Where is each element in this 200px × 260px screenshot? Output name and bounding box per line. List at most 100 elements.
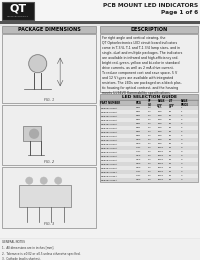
Bar bbox=[100, 106, 198, 110]
Text: 25: 25 bbox=[169, 115, 172, 116]
Bar bbox=[100, 126, 198, 130]
Text: 25: 25 bbox=[169, 107, 172, 108]
Text: 3: 3 bbox=[181, 147, 182, 148]
Text: PCB MOUNT LED INDICATORS
Page 1 of 6: PCB MOUNT LED INDICATORS Page 1 of 6 bbox=[103, 3, 198, 15]
Bar bbox=[100, 154, 198, 158]
Text: 2: 2 bbox=[181, 132, 182, 133]
Text: MV5161.MP4A: MV5161.MP4A bbox=[101, 147, 118, 149]
Bar bbox=[2, 26, 96, 33]
Bar bbox=[0, 0, 200, 22]
Bar bbox=[100, 170, 198, 174]
Text: 2.1: 2.1 bbox=[148, 155, 151, 157]
Text: 50: 50 bbox=[169, 167, 172, 168]
Text: LIT
QTY: LIT QTY bbox=[169, 99, 175, 107]
Text: YEL: YEL bbox=[136, 152, 140, 153]
Text: BULK
PRICE: BULK PRICE bbox=[181, 99, 189, 107]
Bar bbox=[2, 2, 34, 20]
Text: MV5061.MP3A: MV5061.MP3A bbox=[101, 107, 118, 109]
Bar bbox=[0, 21, 200, 23]
Bar bbox=[100, 146, 198, 150]
Text: FIG. 2: FIG. 2 bbox=[44, 160, 54, 164]
Bar bbox=[100, 162, 198, 166]
Text: 25: 25 bbox=[169, 124, 172, 125]
Text: 4: 4 bbox=[181, 179, 182, 180]
Bar bbox=[100, 178, 198, 182]
Text: 4: 4 bbox=[181, 167, 182, 168]
Text: RED: RED bbox=[136, 115, 141, 116]
Bar bbox=[100, 34, 198, 92]
Text: 2: 2 bbox=[181, 135, 182, 136]
Text: 50: 50 bbox=[169, 179, 172, 180]
Bar bbox=[2, 34, 96, 103]
Text: MV5464.MP4A: MV5464.MP4A bbox=[101, 144, 118, 145]
Text: BULK
QTY: BULK QTY bbox=[157, 99, 165, 107]
Text: 3: 3 bbox=[181, 152, 182, 153]
Text: MV5361.MP5A: MV5361.MP5A bbox=[101, 179, 118, 181]
Bar bbox=[100, 138, 198, 142]
Bar bbox=[100, 130, 198, 134]
Text: 50: 50 bbox=[169, 159, 172, 160]
Text: PKG: PKG bbox=[136, 101, 142, 105]
Text: 50: 50 bbox=[169, 164, 172, 165]
Text: 4: 4 bbox=[181, 164, 182, 165]
Text: 2.1: 2.1 bbox=[148, 127, 151, 128]
Text: 2.1: 2.1 bbox=[148, 107, 151, 108]
Bar bbox=[100, 94, 198, 100]
Text: GRN: GRN bbox=[136, 164, 141, 165]
Text: MV5364.MP4A: MV5364.MP4A bbox=[101, 135, 118, 136]
Bar bbox=[100, 150, 198, 154]
Text: PACKAGE DIMENSIONS: PACKAGE DIMENSIONS bbox=[18, 27, 80, 32]
Text: RED: RED bbox=[136, 132, 141, 133]
Text: 50: 50 bbox=[169, 176, 172, 177]
Text: MV5264.MP5A: MV5264.MP5A bbox=[101, 176, 118, 177]
Bar bbox=[0, 26, 200, 238]
Text: 500: 500 bbox=[157, 115, 162, 116]
Text: FIG. 3: FIG. 3 bbox=[44, 222, 54, 226]
Bar bbox=[2, 167, 96, 228]
Text: 500: 500 bbox=[157, 124, 162, 125]
Text: RED: RED bbox=[136, 135, 141, 136]
Text: 2: 2 bbox=[181, 127, 182, 128]
Text: 50: 50 bbox=[169, 152, 172, 153]
Text: MV5064.MP3A: MV5064.MP3A bbox=[101, 111, 118, 113]
Text: MV5164.MP4A: MV5164.MP4A bbox=[101, 151, 118, 153]
Text: 500: 500 bbox=[157, 144, 162, 145]
Text: 1000: 1000 bbox=[157, 152, 163, 153]
Text: 2.1: 2.1 bbox=[148, 167, 151, 168]
Text: MV5464.MP4A: MV5464.MP4A bbox=[101, 127, 118, 129]
Text: MV5461.MP4A: MV5461.MP4A bbox=[101, 124, 118, 125]
Text: RED: RED bbox=[136, 107, 141, 108]
Text: 500: 500 bbox=[157, 107, 162, 108]
Text: GRN: GRN bbox=[136, 179, 141, 180]
Text: For right angle and vertical viewing, the
QT Optoelectronics LED circuit board i: For right angle and vertical viewing, th… bbox=[102, 36, 182, 95]
Bar bbox=[100, 122, 198, 126]
Text: 1: 1 bbox=[181, 112, 182, 113]
Text: 2.1: 2.1 bbox=[148, 179, 151, 180]
Text: LED SELECTION GUIDE: LED SELECTION GUIDE bbox=[122, 95, 177, 99]
Text: 2.1: 2.1 bbox=[148, 112, 151, 113]
Text: QT: QT bbox=[9, 4, 27, 14]
Circle shape bbox=[26, 177, 33, 184]
Text: 50: 50 bbox=[169, 155, 172, 157]
Text: 2: 2 bbox=[181, 115, 182, 116]
Text: 1000: 1000 bbox=[157, 164, 163, 165]
Text: 2.1: 2.1 bbox=[148, 135, 151, 136]
Text: 2.1: 2.1 bbox=[148, 115, 151, 116]
Text: 3: 3 bbox=[181, 159, 182, 160]
Text: 1000: 1000 bbox=[157, 176, 163, 177]
Text: YEL: YEL bbox=[136, 176, 140, 177]
Text: 1000: 1000 bbox=[157, 159, 163, 160]
Text: FIG. 1: FIG. 1 bbox=[44, 98, 54, 101]
Text: 500: 500 bbox=[157, 135, 162, 136]
Bar bbox=[100, 26, 198, 33]
Text: PART NUMBER: PART NUMBER bbox=[101, 101, 121, 105]
Bar bbox=[100, 166, 198, 170]
Text: 2.1: 2.1 bbox=[148, 132, 151, 133]
Text: ORG: ORG bbox=[136, 159, 141, 160]
Text: 1000: 1000 bbox=[157, 179, 163, 180]
Text: 25: 25 bbox=[169, 144, 172, 145]
Text: 2.1: 2.1 bbox=[148, 176, 151, 177]
Text: MV5361.MP4A: MV5361.MP4A bbox=[101, 163, 118, 165]
Text: 25: 25 bbox=[169, 112, 172, 113]
Bar bbox=[100, 174, 198, 178]
